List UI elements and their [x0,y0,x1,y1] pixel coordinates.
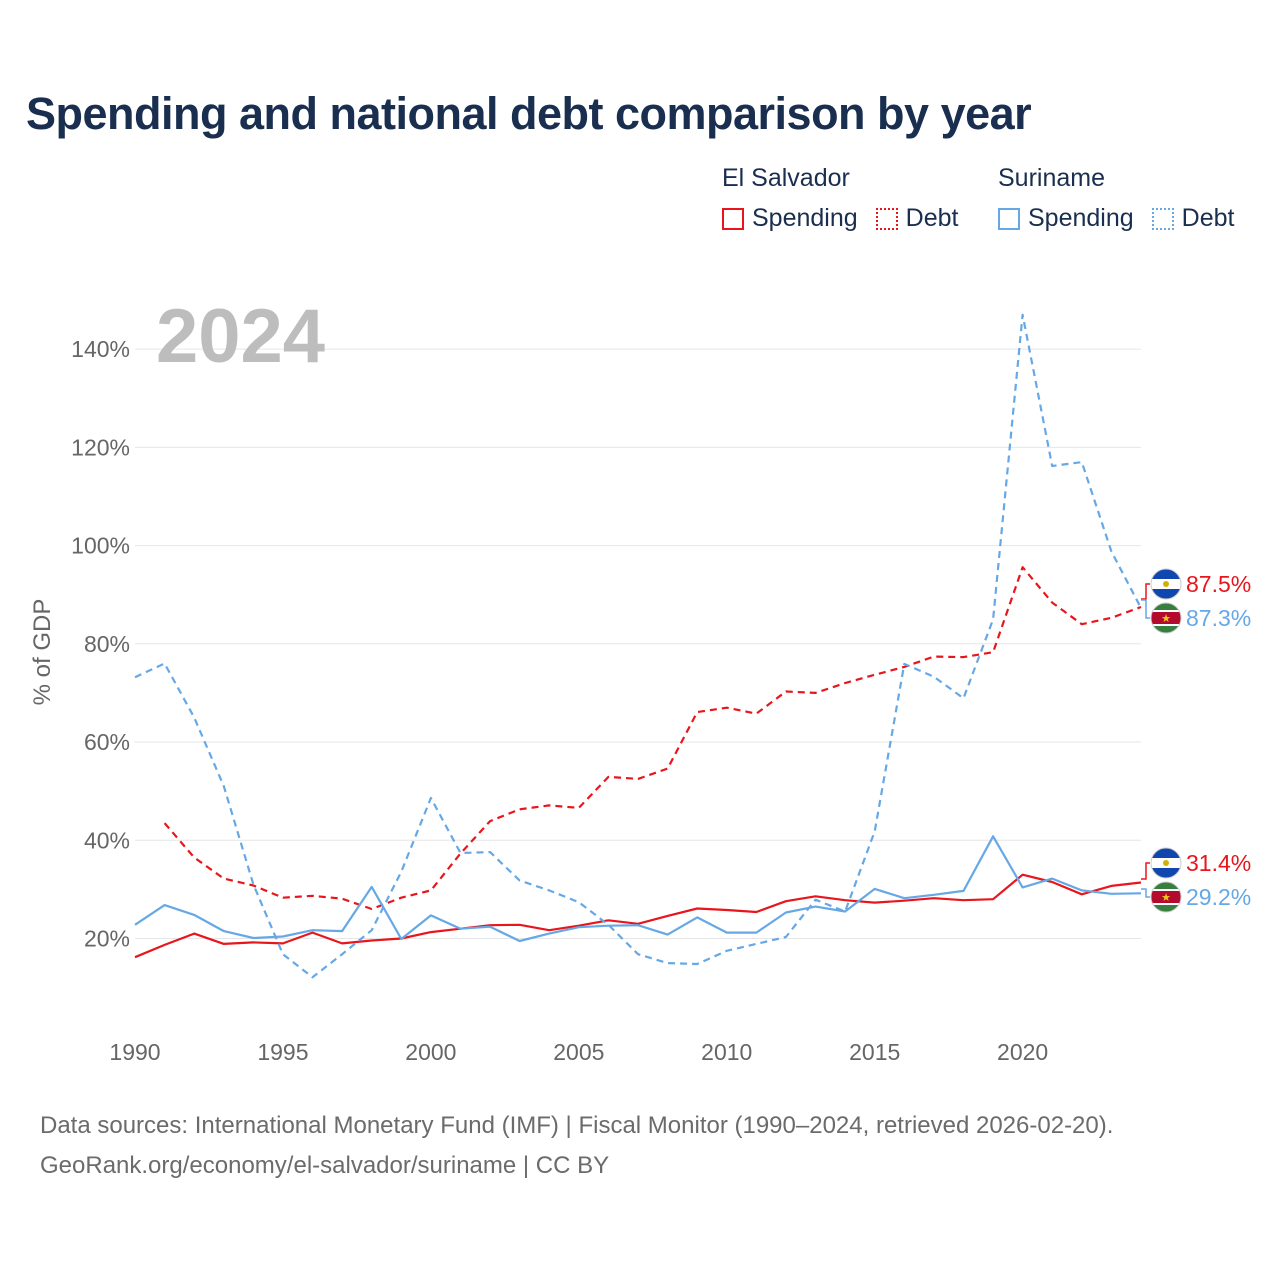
end-label-spending-suriname: 29.2% [1186,884,1251,910]
legend-label: Debt [905,204,959,232]
end-label-spending-el-salvador: 31.4% [1186,850,1251,876]
x-tick-label: 2015 [849,1039,900,1065]
source-line-1: Data sources: International Monetary Fun… [40,1112,1114,1139]
end-label-debt-suriname: 87.3% [1186,605,1251,631]
legend-item-suriname-debt[interactable]: Debt [1151,204,1235,233]
suriname-flag-icon: ★ [1150,602,1182,634]
legend-group-name: Suriname [998,164,1105,192]
connector-spending-suriname [1141,888,1150,898]
legend-swatch-solid-red [722,207,744,230]
y-tick-label: 100% [71,533,130,559]
el-salvador-flag-icon [1150,847,1182,879]
connector-spending-el-salvador [1141,862,1150,880]
source-note: Data sources: International Monetary Fun… [40,1106,1113,1186]
x-tick-label: 2010 [701,1039,752,1065]
legend-label: Spending [752,204,858,232]
legend-swatch-dotted-blue [1151,207,1174,230]
x-tick-label: 1995 [257,1039,308,1065]
legend-group-suriname: Suriname Spending Debt [998,162,1252,233]
svg-text:★: ★ [1161,891,1171,904]
y-axis-label: % of GDP [29,599,56,706]
series-line-el-salvador-spending[interactable] [134,873,1142,959]
legend-item-suriname-spending[interactable]: Spending [998,204,1134,233]
legend-label: Debt [1181,204,1235,232]
y-tick-label: 60% [84,729,130,755]
x-axis: 1990 1995 2000 2005 2010 2015 2020 [109,1039,1048,1065]
y-axis: 20% 40% 60% 80% 100% 120% 140% [71,336,130,951]
legend-item-el-salvador-spending[interactable]: Spending [722,204,858,233]
suriname-flag-icon: ★ [1150,881,1182,913]
svg-text:★: ★ [1161,612,1171,625]
grid [135,348,1141,940]
y-tick-label: 40% [84,827,130,853]
x-tick-label: 2005 [553,1039,604,1065]
x-tick-label: 1990 [109,1039,160,1065]
legend-label: Spending [1028,204,1134,232]
series-line-suriname-spending[interactable] [134,835,1142,943]
end-label-debt-el-salvador: 87.5% [1186,571,1251,597]
y-tick-label: 120% [71,434,130,460]
series [134,313,1142,979]
x-tick-label: 2000 [405,1039,456,1065]
el-salvador-flag-icon [1150,568,1182,600]
source-line-2[interactable]: GeoRank.org/economy/el-salvador/suriname… [40,1152,610,1179]
connector-debt-suriname [1141,599,1150,619]
connector-debt-el-salvador [1141,583,1150,600]
series-line-suriname-debt[interactable] [134,313,1142,979]
legend-group-el-salvador: El Salvador Spending Debt [722,162,976,233]
y-tick-label: 20% [84,926,130,952]
legend-item-el-salvador-debt[interactable]: Debt [875,204,959,233]
series-line-el-salvador-debt[interactable] [163,566,1142,911]
y-tick-label: 140% [71,336,130,362]
year-watermark: 2024 [156,294,325,379]
chart-title: Spending and national debt comparison by… [26,88,1032,139]
legend-group-name: El Salvador [722,164,850,192]
y-tick-label: 80% [84,631,130,657]
x-tick-label: 2020 [997,1039,1048,1065]
legend-swatch-solid-blue [998,207,1020,230]
legend-swatch-dotted-red [875,207,898,230]
